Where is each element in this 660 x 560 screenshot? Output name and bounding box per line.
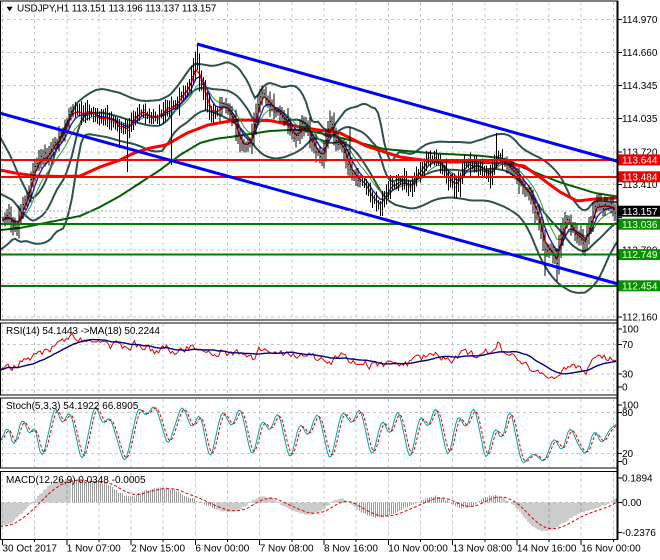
svg-text:113.720: 113.720 <box>622 147 658 158</box>
svg-text:Stoch(5,3,3) 54.1922 66.8905: Stoch(5,3,3) 54.1922 66.8905 <box>6 401 139 412</box>
svg-text:114.345: 114.345 <box>622 81 658 92</box>
svg-text:6 Nov 00:00: 6 Nov 00:00 <box>195 544 249 555</box>
svg-text:30 Oct 2017: 30 Oct 2017 <box>3 544 58 555</box>
svg-text:10 Nov 00:00: 10 Nov 00:00 <box>388 544 448 555</box>
svg-text:2 Nov 15:00: 2 Nov 15:00 <box>131 544 185 555</box>
svg-text:0.00: 0.00 <box>622 498 642 509</box>
svg-text:-0.2376: -0.2376 <box>622 528 656 539</box>
svg-text:112.749: 112.749 <box>622 250 658 261</box>
svg-text:80: 80 <box>622 408 634 419</box>
svg-text:112.160: 112.160 <box>622 312 658 323</box>
svg-text:8 Nov 16:00: 8 Nov 16:00 <box>324 544 378 555</box>
svg-text:113.036: 113.036 <box>622 220 658 231</box>
svg-text:70: 70 <box>622 340 634 351</box>
svg-text:113.644: 113.644 <box>622 156 658 167</box>
svg-text:114.660: 114.660 <box>622 48 658 59</box>
svg-text:RSI(14) 54.1443 ->MA(18) 50.2: RSI(14) 54.1443 ->MA(18) 50.2244 <box>6 326 160 337</box>
svg-text:13 Nov 08:00: 13 Nov 08:00 <box>453 544 513 555</box>
svg-text:114.970: 114.970 <box>622 15 658 26</box>
svg-text:100: 100 <box>622 324 639 335</box>
svg-text:113.157: 113.157 <box>622 207 658 218</box>
svg-text:114.035: 114.035 <box>622 114 658 125</box>
svg-text:14 Nov 16:00: 14 Nov 16:00 <box>517 544 577 555</box>
svg-text:1 Nov 07:00: 1 Nov 07:00 <box>67 544 121 555</box>
svg-text:113.410: 113.410 <box>622 180 658 191</box>
svg-text:100: 100 <box>622 401 639 412</box>
svg-text:112.454: 112.454 <box>622 281 658 292</box>
svg-text:30: 30 <box>622 369 634 380</box>
svg-text:16 Nov 00:00: 16 Nov 00:00 <box>581 544 641 555</box>
svg-text:MACD(12,26,9) 0.0348 -0.0005: MACD(12,26,9) 0.0348 -0.0005 <box>6 475 146 486</box>
svg-text:7 Nov 08:00: 7 Nov 08:00 <box>260 544 314 555</box>
svg-text:0: 0 <box>622 383 628 394</box>
svg-text:20: 20 <box>622 449 634 460</box>
svg-text:0.1894: 0.1894 <box>622 473 653 484</box>
svg-text:113.484: 113.484 <box>622 172 658 183</box>
svg-text:USDJPY,H1 113.151 113.196 113.: USDJPY,H1 113.151 113.196 113.137 113.15… <box>17 4 217 15</box>
svg-text:0: 0 <box>622 457 628 468</box>
